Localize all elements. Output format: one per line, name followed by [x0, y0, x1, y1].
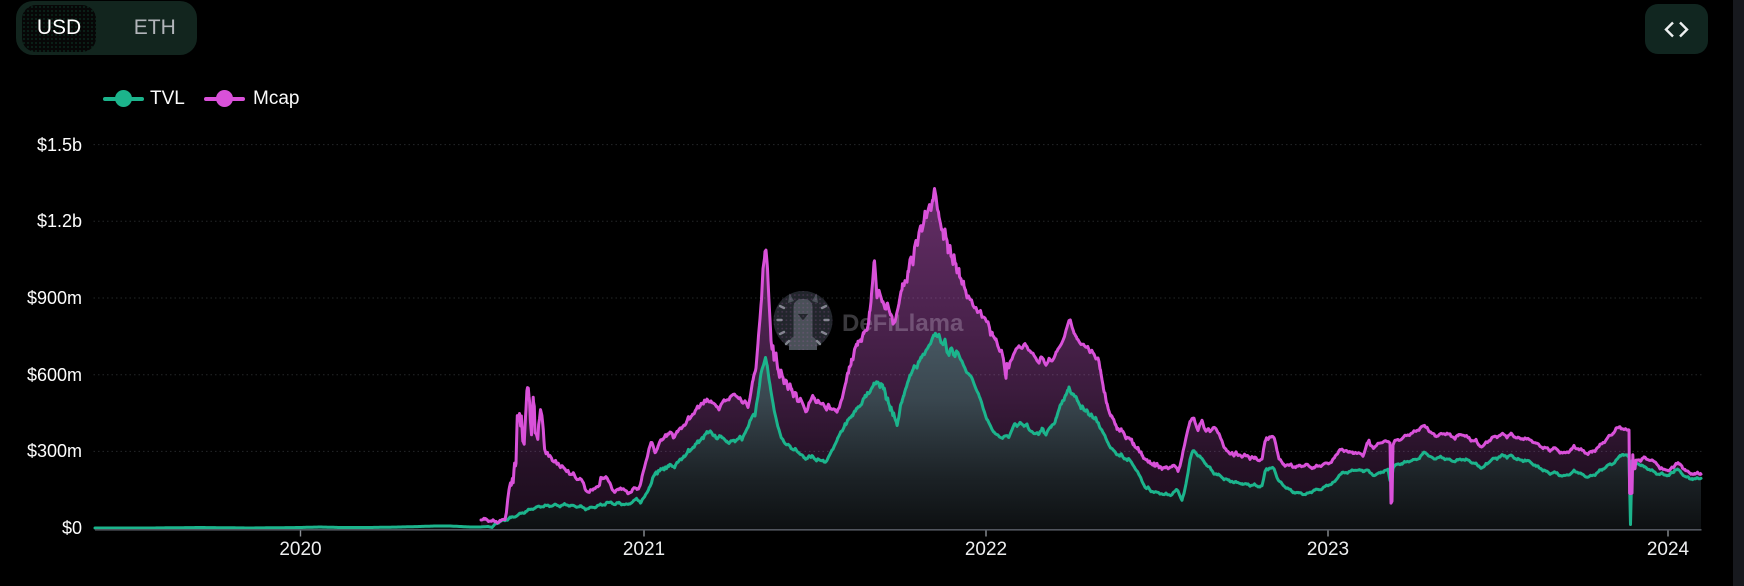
svg-text:DeFiLlama: DeFiLlama: [842, 310, 964, 337]
